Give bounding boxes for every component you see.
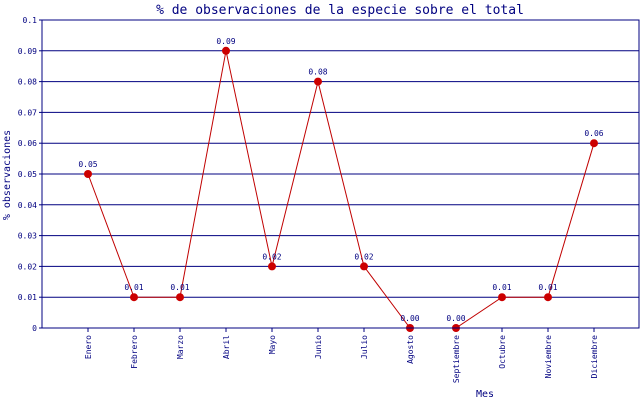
x-tick-label: Octubre xyxy=(498,335,507,369)
x-tick-label: Diciembre xyxy=(590,335,599,379)
data-labels: 0.05 0.01 0.01 0.09 0.02 0.08 0.02 0.00 0.00 0.01… xyxy=(78,37,603,323)
data-label: 0.01 xyxy=(170,283,189,292)
y-tick-label: 0.01 xyxy=(18,293,37,302)
plot-frame xyxy=(41,19,640,329)
y-tick-label: 0.02 xyxy=(18,262,37,271)
x-tick-label: Septiembre xyxy=(452,335,461,383)
data-point xyxy=(314,77,322,86)
data-label: 0.01 xyxy=(492,283,511,292)
y-tick-label: 0.09 xyxy=(18,47,37,56)
series-line xyxy=(87,50,595,329)
data-points xyxy=(84,46,598,332)
data-point xyxy=(590,139,598,148)
x-axis-label: Mes xyxy=(476,389,494,400)
y-tick-label: 0.05 xyxy=(18,170,37,179)
data-point xyxy=(176,293,184,302)
data-label: 0.08 xyxy=(308,68,327,77)
data-label: 0.01 xyxy=(538,283,557,292)
x-tick-label: Marzo xyxy=(176,335,185,359)
x-tick-label: Febrero xyxy=(130,335,139,369)
x-tick-label: Mayo xyxy=(268,335,277,354)
data-label: 0.09 xyxy=(216,37,235,46)
y-tick-label: 0.03 xyxy=(18,232,37,241)
data-point xyxy=(222,46,230,55)
x-tick-label: Abril xyxy=(222,335,231,359)
y-tick-label: 0.04 xyxy=(18,201,37,210)
data-label: 0.05 xyxy=(78,160,97,169)
data-point xyxy=(360,262,368,271)
chart-title: % de observaciones de la especie sobre e… xyxy=(156,3,524,18)
y-tick-label: 0.08 xyxy=(18,78,37,87)
data-label: 0.02 xyxy=(262,252,281,261)
x-tick-label: Junio xyxy=(314,335,323,359)
data-point xyxy=(498,293,506,302)
y-tick-labels: 0 0.01 0.02 0.03 0.04 0.05 0.06 0.07 0.08 0.09 0.1 xyxy=(18,16,42,333)
y-tick-label: 0.07 xyxy=(18,108,37,117)
data-point xyxy=(130,293,138,302)
x-tick-label: Julio xyxy=(360,335,369,359)
x-tick-label: Enero xyxy=(84,335,93,359)
y-axis-label: % observaciones xyxy=(2,130,13,220)
y-tick-label: 0.1 xyxy=(23,16,38,25)
data-point xyxy=(544,293,552,302)
series-polyline xyxy=(87,50,595,329)
x-tick-labels: Enero Febrero Marzo Abril Mayo Junio Julio Agos… xyxy=(84,328,599,383)
data-point xyxy=(268,262,276,271)
data-label: 0.00 xyxy=(400,314,419,323)
y-tick-label: 0.06 xyxy=(18,139,37,148)
y-tick-label: 0 xyxy=(32,324,37,333)
data-label: 0.06 xyxy=(584,129,603,138)
data-label: 0.01 xyxy=(124,283,143,292)
x-tick-label: Agosto xyxy=(406,335,415,364)
data-label: 0.02 xyxy=(354,252,373,261)
x-tick-label: Noviembre xyxy=(544,335,553,379)
data-point xyxy=(84,170,92,178)
data-label: 0.00 xyxy=(446,314,465,323)
